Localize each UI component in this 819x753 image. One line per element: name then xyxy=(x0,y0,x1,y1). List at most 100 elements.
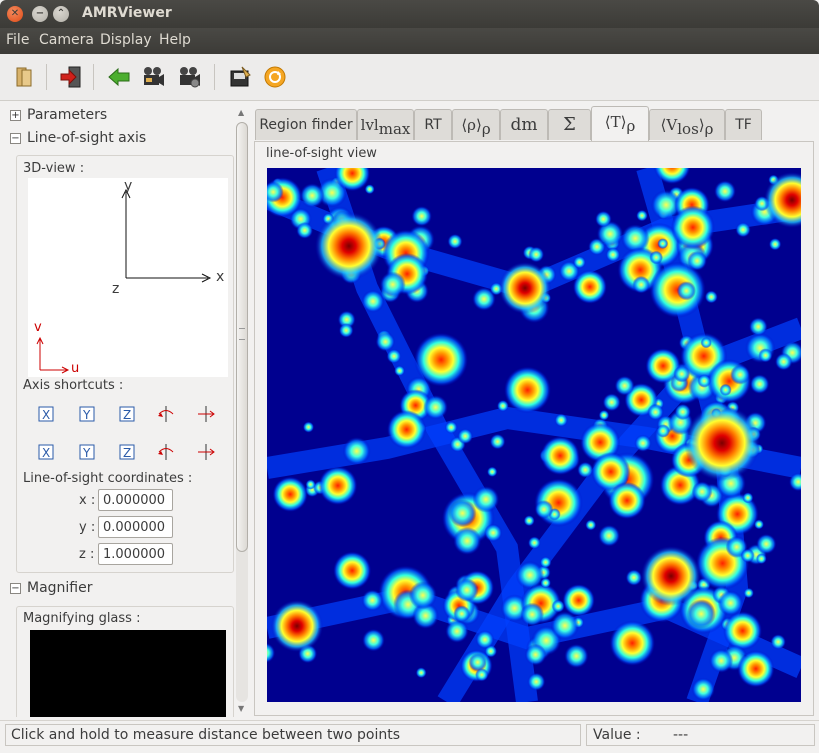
axis-v-label: v xyxy=(34,320,42,335)
window-titlebar[interactable]: ✕ − ⌃ AMRViewer xyxy=(0,0,819,28)
magnifying-glass-label: Magnifying glass : xyxy=(23,611,141,626)
coord-y-label: y : xyxy=(79,520,96,535)
axis-x-label: x xyxy=(216,269,225,285)
density-blob xyxy=(671,205,715,250)
rotate-icon[interactable] xyxy=(155,403,177,425)
exit-icon[interactable] xyxy=(59,65,83,89)
density-blob xyxy=(527,672,546,691)
density-blob xyxy=(625,569,643,586)
density-blob xyxy=(272,476,308,512)
density-blob xyxy=(408,581,437,610)
density-blob xyxy=(756,553,767,565)
minimize-window-button[interactable]: − xyxy=(32,6,48,22)
camera-settings-icon[interactable] xyxy=(177,65,201,89)
parameters-expander[interactable]: + xyxy=(10,110,21,121)
axis-x-button[interactable]: X xyxy=(35,403,57,425)
view3d-canvas[interactable]: y x z v u xyxy=(28,178,228,377)
density-blob xyxy=(515,560,545,590)
refresh-icon[interactable] xyxy=(263,65,287,89)
axis-z-button[interactable]: Z xyxy=(116,403,138,425)
parameters-section-label[interactable]: Parameters xyxy=(27,107,108,123)
open-file-icon[interactable] xyxy=(12,65,36,89)
tab-lvl-max[interactable]: lvlmax xyxy=(357,109,414,140)
density-blob xyxy=(585,519,597,531)
tab-rt[interactable]: RT xyxy=(414,109,452,140)
menu-help[interactable]: Help xyxy=(159,32,191,48)
density-blob xyxy=(697,374,711,388)
axis-x-button[interactable]: X xyxy=(35,441,57,463)
coord-y-input[interactable]: 0.000000 xyxy=(98,516,173,538)
density-peak xyxy=(764,172,801,228)
tab-vlos[interactable]: ⟨Vlos⟩ρ xyxy=(649,109,725,140)
magnifier-section-label[interactable]: Magnifier xyxy=(27,580,93,596)
tab-tf[interactable]: TF xyxy=(725,109,762,140)
density-blob xyxy=(487,466,498,477)
coord-z-label: z : xyxy=(79,547,95,562)
density-blob xyxy=(334,168,371,192)
tab-dm[interactable]: dm xyxy=(500,109,548,140)
menu-camera[interactable]: Camera xyxy=(39,32,94,48)
density-blob xyxy=(653,168,691,185)
density-blob xyxy=(457,428,473,445)
flip-icon[interactable] xyxy=(195,441,217,463)
tab-bar: Region finder lvlmax RT ⟨ρ⟩ρ dm Σ ⟨T⟩ρ ⟨… xyxy=(254,106,819,142)
line-of-sight-axis-expander[interactable]: − xyxy=(10,133,21,144)
axis-z-label: z xyxy=(112,281,120,297)
back-arrow-icon[interactable] xyxy=(107,65,131,89)
scroll-down-icon[interactable]: ▼ xyxy=(238,704,245,713)
coord-z-input[interactable]: 1.000000 xyxy=(98,543,173,565)
density-blob xyxy=(687,250,707,271)
menu-display[interactable]: Display xyxy=(100,32,152,48)
axis-y-label: y xyxy=(124,178,133,194)
density-blob xyxy=(523,515,535,527)
density-blob xyxy=(318,466,358,505)
line-of-sight-axis-section-label[interactable]: Line-of-sight axis xyxy=(27,130,147,146)
left-panel-scrollbar[interactable]: ▲ ▼ xyxy=(234,108,250,716)
axis-z-button[interactable]: Z xyxy=(116,441,138,463)
flip-icon[interactable] xyxy=(195,403,217,425)
density-blob xyxy=(302,421,315,433)
axis-u-label: u xyxy=(71,361,80,376)
density-blob xyxy=(768,238,782,251)
coord-x-input[interactable]: 0.000000 xyxy=(98,489,173,511)
density-blob xyxy=(364,184,375,195)
line-of-sight-view-heatmap[interactable] xyxy=(267,168,801,702)
magnifier-expander[interactable]: − xyxy=(10,583,21,594)
density-blob xyxy=(647,403,664,421)
save-image-icon[interactable] xyxy=(228,65,252,89)
axis-y-button[interactable]: Y xyxy=(76,441,98,463)
tab-sigma[interactable]: Σ xyxy=(548,109,591,140)
density-blob xyxy=(749,374,770,394)
svg-text:Y: Y xyxy=(82,446,91,460)
tab-region-finder[interactable]: Region finder xyxy=(255,109,357,140)
coord-x-label: x : xyxy=(79,493,96,508)
density-blob xyxy=(564,643,589,669)
window-title: AMRViewer xyxy=(82,5,172,21)
density-blob xyxy=(737,650,775,688)
density-blob xyxy=(475,630,495,649)
density-blob xyxy=(337,310,356,329)
menu-file[interactable]: File xyxy=(6,32,30,48)
svg-text:Z: Z xyxy=(123,446,131,460)
density-blob xyxy=(448,499,477,528)
density-blob xyxy=(342,437,371,466)
scrollbar-thumb[interactable] xyxy=(236,122,248,552)
density-blob xyxy=(394,365,405,377)
density-blob xyxy=(572,269,607,304)
camera-icon[interactable] xyxy=(141,65,165,89)
density-blob xyxy=(573,255,586,269)
maximize-window-button[interactable]: ⌃ xyxy=(53,6,69,22)
axis-y-button[interactable]: Y xyxy=(76,403,98,425)
rotate-icon[interactable] xyxy=(155,441,177,463)
density-blob xyxy=(520,602,545,627)
pane-resize-handle[interactable] xyxy=(239,328,245,340)
scroll-up-icon[interactable]: ▲ xyxy=(238,108,245,117)
tab-rho[interactable]: ⟨ρ⟩ρ xyxy=(452,109,500,140)
density-blob xyxy=(621,224,650,253)
close-window-button[interactable]: ✕ xyxy=(7,6,23,22)
tab-temperature[interactable]: ⟨T⟩ρ xyxy=(591,106,649,142)
density-blob xyxy=(749,317,768,336)
density-blob xyxy=(497,400,509,412)
view3d-label: 3D-view : xyxy=(23,161,85,176)
density-blob xyxy=(386,348,402,364)
